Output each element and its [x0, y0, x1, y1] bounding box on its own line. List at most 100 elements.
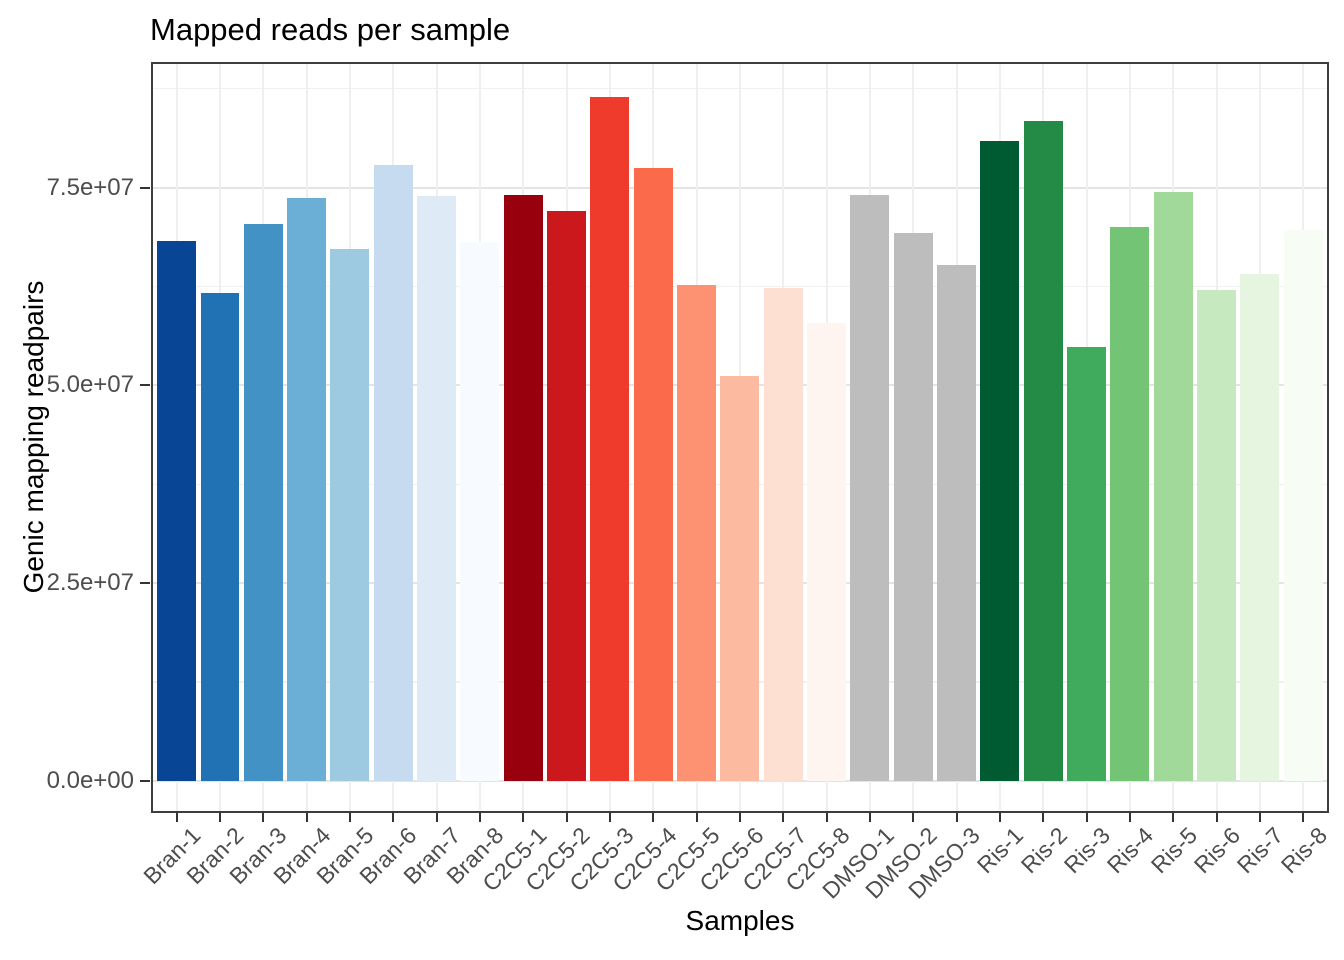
- y-tick-label-7.5e+07: 7.5e+07: [46, 173, 134, 201]
- bar-slot-Ris-4: [1108, 64, 1151, 811]
- plot-panel: [151, 62, 1329, 813]
- bar-slot-C2C5-8: [805, 64, 848, 811]
- y-tick-mark: [140, 582, 150, 585]
- bar-Ris-8: [1283, 230, 1323, 781]
- bar-slot-Ris-1: [978, 64, 1021, 811]
- bar-C2C5-5: [677, 284, 717, 781]
- x-tick-mark: [435, 813, 438, 822]
- y-tick-label-2.5e+07: 2.5e+07: [46, 569, 134, 597]
- bar-Ris-1: [980, 140, 1020, 781]
- chart-title: Mapped reads per sample: [150, 12, 511, 47]
- x-tick-mark: [1259, 813, 1261, 822]
- bar-slot-Bran-5: [328, 64, 371, 811]
- bar-slot-DMSO-3: [935, 64, 978, 811]
- x-tick-mark: [912, 813, 915, 822]
- x-tick-label-Ris-5: Ris-5: [1145, 822, 1202, 879]
- bar-C2C5-4: [633, 167, 673, 781]
- bar-slot-Bran-1: [155, 64, 198, 811]
- x-tick-label-Ris-7: Ris-7: [1232, 822, 1289, 879]
- bar-slot-Ris-8: [1282, 64, 1325, 811]
- y-tick-mark: [140, 780, 150, 782]
- bar-C2C5-1: [503, 194, 543, 781]
- x-tick-label-Ris-4: Ris-4: [1102, 822, 1159, 879]
- x-tick-mark: [739, 813, 741, 822]
- x-tick-mark: [522, 813, 525, 822]
- bar-slot-C2C5-4: [632, 64, 675, 811]
- x-tick-mark: [782, 813, 785, 822]
- x-tick-mark: [1302, 813, 1305, 822]
- bar-Bran-7: [417, 196, 457, 781]
- bar-slot-C2C5-1: [502, 64, 545, 811]
- bar-slot-C2C5-2: [545, 64, 588, 811]
- bar-slot-Ris-5: [1152, 64, 1195, 811]
- bar-C2C5-3: [590, 96, 630, 781]
- bar-Ris-2: [1023, 121, 1063, 781]
- bar-slot-Ris-2: [1022, 64, 1065, 811]
- x-tick-mark: [565, 813, 568, 822]
- x-tick-mark: [999, 813, 1001, 822]
- y-tick-label-0.0e+00: 0.0e+00: [46, 767, 134, 794]
- bar-C2C5-7: [763, 288, 803, 781]
- x-tick-mark: [1129, 813, 1131, 822]
- bar-Bran-3: [243, 224, 283, 781]
- bar-slot-Ris-7: [1238, 64, 1281, 811]
- bar-slot-Bran-2: [198, 64, 241, 811]
- x-axis-title: Samples: [685, 905, 795, 936]
- x-tick-label-Ris-1: Ris-1: [972, 822, 1029, 879]
- bar-Ris-5: [1153, 192, 1193, 781]
- bar-slot-Ris-3: [1065, 64, 1108, 811]
- bar-slot-Bran-7: [415, 64, 458, 811]
- bar-slot-Bran-4: [285, 64, 328, 811]
- bar-Bran-2: [200, 292, 240, 781]
- bar-C2C5-8: [807, 322, 847, 781]
- x-tick-mark: [652, 813, 655, 822]
- bar-slot-Bran-3: [242, 64, 285, 811]
- x-tick-mark: [1085, 813, 1088, 822]
- x-tick-mark: [305, 813, 308, 822]
- x-tick-label-Ris-3: Ris-3: [1058, 822, 1116, 879]
- bar-Ris-6: [1197, 289, 1237, 781]
- x-tick-mark: [955, 813, 958, 822]
- bar-slot-C2C5-7: [762, 64, 805, 811]
- bar-Bran-1: [157, 240, 197, 781]
- x-tick-mark: [175, 813, 178, 822]
- x-tick-mark: [392, 813, 395, 822]
- x-tick-mark: [479, 813, 481, 822]
- bar-DMSO-2: [893, 232, 933, 781]
- x-tick-mark: [1215, 813, 1218, 822]
- x-tick-mark: [609, 813, 611, 822]
- x-tick-label-Ris-2: Ris-2: [1015, 822, 1072, 879]
- bar-Bran-4: [287, 197, 327, 781]
- bar-Ris-7: [1240, 273, 1280, 781]
- bar-Ris-4: [1110, 227, 1150, 781]
- y-tick-mark: [140, 384, 150, 387]
- bar-slot-Ris-6: [1195, 64, 1238, 811]
- x-tick-mark: [1042, 813, 1045, 822]
- bar-Ris-3: [1067, 346, 1107, 781]
- bar-Bran-8: [460, 242, 500, 781]
- x-tick-mark: [869, 813, 871, 822]
- bar-slot-C2C5-5: [675, 64, 718, 811]
- bar-slot-Bran-8: [458, 64, 501, 811]
- x-tick-label-Ris-6: Ris-6: [1188, 822, 1246, 879]
- bar-slot-Bran-6: [372, 64, 415, 811]
- y-axis-title: Genic mapping readpairs: [18, 280, 49, 594]
- x-tick-mark: [825, 813, 828, 822]
- x-tick-mark: [695, 813, 698, 822]
- bar-C2C5-2: [547, 211, 587, 781]
- bar-DMSO-3: [937, 265, 977, 781]
- bar-slot-DMSO-2: [892, 64, 935, 811]
- x-tick-mark: [262, 813, 265, 822]
- bar-Bran-5: [330, 249, 370, 781]
- bar-slot-DMSO-1: [848, 64, 891, 811]
- y-tick-mark: [140, 186, 150, 189]
- x-tick-mark: [349, 813, 351, 822]
- bar-Bran-6: [373, 164, 413, 781]
- bars-area: [153, 64, 1327, 811]
- bar-slot-C2C5-6: [718, 64, 761, 811]
- x-tick-mark: [219, 813, 221, 822]
- bar-DMSO-1: [850, 194, 890, 781]
- bar-slot-C2C5-3: [588, 64, 631, 811]
- y-tick-label-5.0e+07: 5.0e+07: [46, 371, 134, 399]
